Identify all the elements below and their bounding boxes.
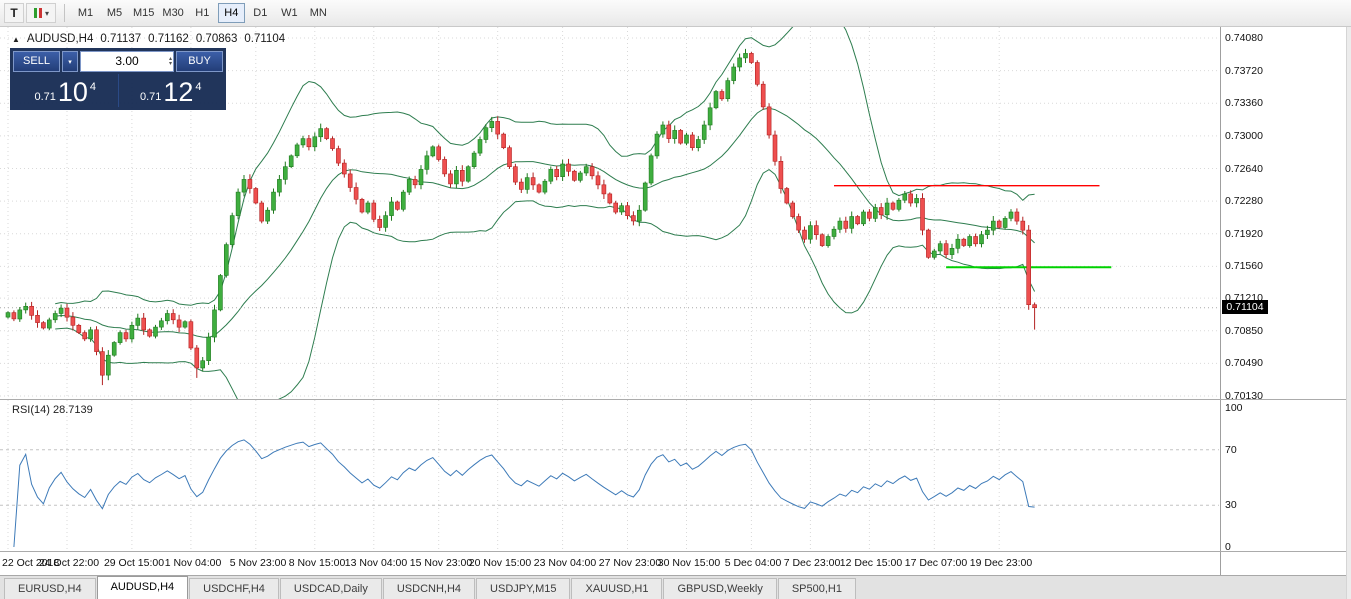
price-axis-label: 0.73720 bbox=[1225, 65, 1263, 77]
rsi-indicator-pane[interactable] bbox=[0, 400, 1220, 551]
time-axis-label: 30 Nov 15:00 bbox=[657, 557, 721, 569]
pane-separator[interactable] bbox=[0, 399, 1351, 400]
ohlc-low: 0.70863 bbox=[195, 33, 238, 45]
price-axis-label: 0.70130 bbox=[1225, 390, 1263, 402]
price-axis-label: 0.70850 bbox=[1225, 325, 1263, 337]
tab-usdcnh-h4[interactable]: USDCNH,H4 bbox=[382, 578, 476, 599]
top-toolbar: T ▾ M1 M5 M15 M30 H1 H4 D1 W1 MN bbox=[0, 0, 1351, 27]
bid-prefix: 0.71 bbox=[34, 91, 56, 103]
mini-candle-up-icon bbox=[33, 8, 37, 18]
ohlc-high: 0.71162 bbox=[148, 33, 189, 45]
price-axis-label: 0.72640 bbox=[1225, 163, 1263, 175]
time-axis-label: 5 Nov 23:00 bbox=[229, 557, 287, 569]
rsi-axis-label: 70 bbox=[1225, 444, 1237, 456]
tab-audusd-h4[interactable]: AUDUSD,H4 bbox=[96, 576, 189, 599]
price-axis-label: 0.73360 bbox=[1225, 97, 1263, 109]
time-axis[interactable]: 22 Oct 2018 24 Oct 22:00 29 Oct 15:00 1 Nov… bbox=[0, 551, 1220, 575]
spin-down-icon[interactable]: ▾ bbox=[168, 60, 172, 67]
symbol-ohlc-line: ▲ AUDUSD,H4 0.71137 0.71162 0.70863 0.71… bbox=[12, 33, 285, 45]
buy-button[interactable]: BUY bbox=[176, 51, 223, 72]
timeframe-m30[interactable]: M30 bbox=[162, 7, 184, 19]
volume-spinner[interactable]: ▴ ▾ bbox=[169, 52, 172, 71]
tab-eurusd-h4[interactable]: EURUSD,H4 bbox=[4, 578, 96, 599]
ohlc-open: 0.71137 bbox=[100, 33, 142, 45]
timeframe-h1[interactable]: H1 bbox=[195, 7, 210, 19]
price-axis-label: 0.71920 bbox=[1225, 228, 1263, 240]
rsi-axis-label: 0 bbox=[1225, 541, 1231, 553]
time-axis-label: 5 Dec 04:00 bbox=[724, 557, 782, 569]
tab-usdjpy-m15[interactable]: USDJPY,M15 bbox=[476, 578, 571, 599]
ask-prefix: 0.71 bbox=[139, 91, 162, 103]
time-axis-separator bbox=[0, 551, 1351, 552]
time-axis-label: 24 Oct 22:00 bbox=[38, 557, 100, 569]
timeframe-d1[interactable]: D1 bbox=[253, 7, 268, 19]
time-axis-label: 29 Oct 15:00 bbox=[103, 557, 165, 569]
time-axis-label: 27 Nov 23:00 bbox=[598, 557, 662, 569]
rsi-axis-label: 100 bbox=[1225, 402, 1243, 414]
volume-value: 3.00 bbox=[115, 54, 139, 68]
time-axis-label: 23 Nov 04:00 bbox=[533, 557, 597, 569]
volume-dropdown-button[interactable]: ▾ bbox=[62, 51, 78, 72]
price-axis-label: 0.71560 bbox=[1225, 260, 1263, 272]
bid-pipette-digit: 4 bbox=[89, 81, 97, 93]
price-axis-label: 0.73000 bbox=[1225, 130, 1263, 142]
tab-sp500-h1[interactable]: SP500,H1 bbox=[777, 578, 856, 599]
one-click-trading-panel: SELL ▾ 3.00 ▴ ▾ BUY 0.71 10 4 0.71 12 4 bbox=[10, 48, 226, 110]
time-axis-label: 12 Dec 15:00 bbox=[839, 557, 903, 569]
price-axis-label: 0.72280 bbox=[1225, 195, 1263, 207]
sell-button[interactable]: SELL bbox=[13, 51, 60, 72]
text-tool-icon[interactable]: T bbox=[4, 3, 24, 23]
time-axis-label: 15 Nov 23:00 bbox=[409, 557, 473, 569]
ask-pipette-digit: 4 bbox=[195, 81, 202, 93]
timeframe-m15[interactable]: M15 bbox=[133, 7, 155, 19]
timeframe-mn[interactable]: MN bbox=[309, 7, 327, 19]
time-axis-label: 8 Nov 15:00 bbox=[288, 557, 346, 569]
tab-usdcad-daily[interactable]: USDCAD,Daily bbox=[279, 578, 382, 599]
tab-usdchf-h4[interactable]: USDCHF,H4 bbox=[189, 578, 279, 599]
chevron-down-icon: ▾ bbox=[44, 8, 49, 18]
price-axis[interactable]: 0.74080 0.73720 0.73360 0.73000 0.72640 0.722… bbox=[1220, 27, 1346, 575]
price-axis-label: 0.70490 bbox=[1225, 357, 1263, 369]
chevron-down-icon: ▾ bbox=[68, 58, 72, 66]
symbol-name: AUDUSD,H4 bbox=[26, 33, 94, 45]
time-axis-label: 17 Dec 07:00 bbox=[904, 557, 968, 569]
time-axis-label: 13 Nov 04:00 bbox=[344, 557, 408, 569]
spin-up-icon[interactable]: ▴ bbox=[168, 55, 172, 62]
time-axis-label: 22 Oct 2018 bbox=[2, 557, 60, 569]
timeframe-h4[interactable]: H4 bbox=[217, 3, 245, 23]
trade-controls-row: SELL ▾ 3.00 ▴ ▾ BUY bbox=[13, 51, 223, 72]
price-axis-label: 0.74080 bbox=[1225, 32, 1263, 44]
ask-price: 0.71 12 4 bbox=[117, 74, 224, 107]
bid-big-digits: 10 bbox=[57, 77, 88, 107]
ask-big-digits: 12 bbox=[163, 77, 194, 107]
chart-type-dropdown[interactable]: ▾ bbox=[26, 3, 56, 23]
time-axis-label: 20 Nov 15:00 bbox=[468, 557, 532, 569]
current-price-tag: 0.71104 bbox=[1222, 300, 1268, 314]
timeframe-m5[interactable]: M5 bbox=[106, 7, 123, 19]
rsi-axis-label: 30 bbox=[1225, 499, 1237, 511]
window-edge bbox=[1346, 0, 1351, 599]
bid-price: 0.71 10 4 bbox=[13, 74, 118, 107]
time-axis-label: 19 Dec 23:00 bbox=[969, 557, 1033, 569]
time-axis-label: 7 Dec 23:00 bbox=[783, 557, 841, 569]
chart-tab-bar: EURUSD,H4 AUDUSD,H4 USDCHF,H4 USDCAD,Daily U… bbox=[0, 575, 1351, 599]
rsi-label: RSI(14) 28.7139 bbox=[12, 404, 93, 416]
timeframe-m1[interactable]: M1 bbox=[77, 7, 94, 19]
timeframe-toolbar: M1 M5 M15 M30 H1 H4 D1 W1 MN bbox=[71, 3, 333, 23]
tab-gbpusd-weekly[interactable]: GBPUSD,Weekly bbox=[663, 578, 777, 599]
candlestick-chart[interactable] bbox=[0, 27, 1220, 400]
symbol-triangle-icon: ▲ bbox=[12, 34, 20, 44]
bid-ask-display: 0.71 10 4 0.71 12 4 bbox=[13, 74, 223, 107]
tab-xauusd-h1[interactable]: XAUUSD,H1 bbox=[571, 578, 663, 599]
toolbar-separator bbox=[64, 4, 65, 22]
timeframe-w1[interactable]: W1 bbox=[281, 7, 298, 19]
time-axis-label: 1 Nov 04:00 bbox=[164, 557, 222, 569]
volume-field[interactable]: 3.00 ▴ ▾ bbox=[80, 51, 174, 72]
ohlc-close: 0.71104 bbox=[244, 33, 286, 45]
mini-candle-down-icon bbox=[38, 8, 42, 18]
